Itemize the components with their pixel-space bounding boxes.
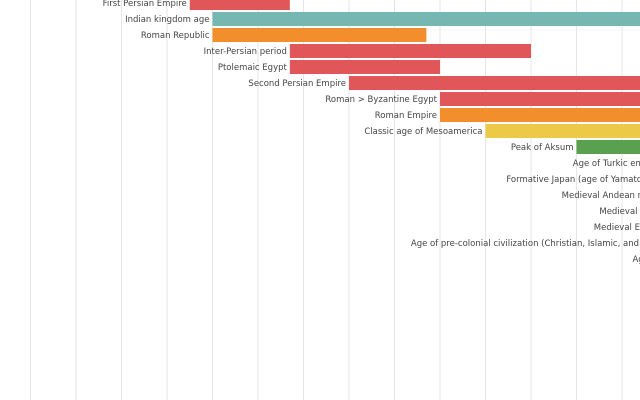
gridlines bbox=[30, 0, 623, 400]
bar-label: Medieval Europe bbox=[594, 223, 640, 233]
bar-label: Roman Empire bbox=[375, 111, 437, 121]
bar-label: Ptolemaic Egypt bbox=[218, 63, 288, 73]
timeline-bar bbox=[189, 0, 290, 10]
timeline-bar bbox=[212, 28, 427, 42]
timeline-bar bbox=[440, 108, 640, 122]
bar-label: Inter-Persian period bbox=[204, 47, 287, 57]
bar-label: Medieval China bbox=[599, 207, 640, 217]
bar-label: Age of united Caliphate bbox=[632, 255, 640, 265]
bar-label: Classic age of Mesoamerica bbox=[364, 127, 482, 137]
bar-label: First Persian Empire bbox=[103, 0, 187, 9]
bar-label: Formative Japan (age of Yamato rule) bbox=[506, 175, 640, 185]
timeline-bar bbox=[485, 124, 640, 138]
timeline-bar bbox=[576, 140, 640, 154]
timeline-bar bbox=[289, 44, 531, 58]
timeline-bar bbox=[289, 60, 440, 74]
bar-label: Age of Turkic empires bbox=[573, 159, 640, 169]
bars bbox=[189, 0, 640, 154]
bar-labels: First Persian Empire Indian kingdom age Ro… bbox=[103, 0, 640, 265]
timeline-bar bbox=[349, 76, 640, 90]
timeline-bar bbox=[440, 92, 640, 106]
timeline-bar bbox=[212, 12, 640, 26]
bar-label: Peak of Aksum bbox=[511, 143, 574, 153]
bar-label: Medieval Andean region bbox=[562, 191, 640, 201]
bar-label: Second Persian Empire bbox=[248, 79, 346, 89]
bar-label: Roman > Byzantine Egypt bbox=[325, 95, 437, 105]
bar-label: Roman Republic bbox=[141, 31, 210, 41]
bar-label: Age of pre-colonial civilization (Christ… bbox=[411, 239, 640, 249]
bar-label: Indian kingdom age bbox=[125, 15, 209, 25]
